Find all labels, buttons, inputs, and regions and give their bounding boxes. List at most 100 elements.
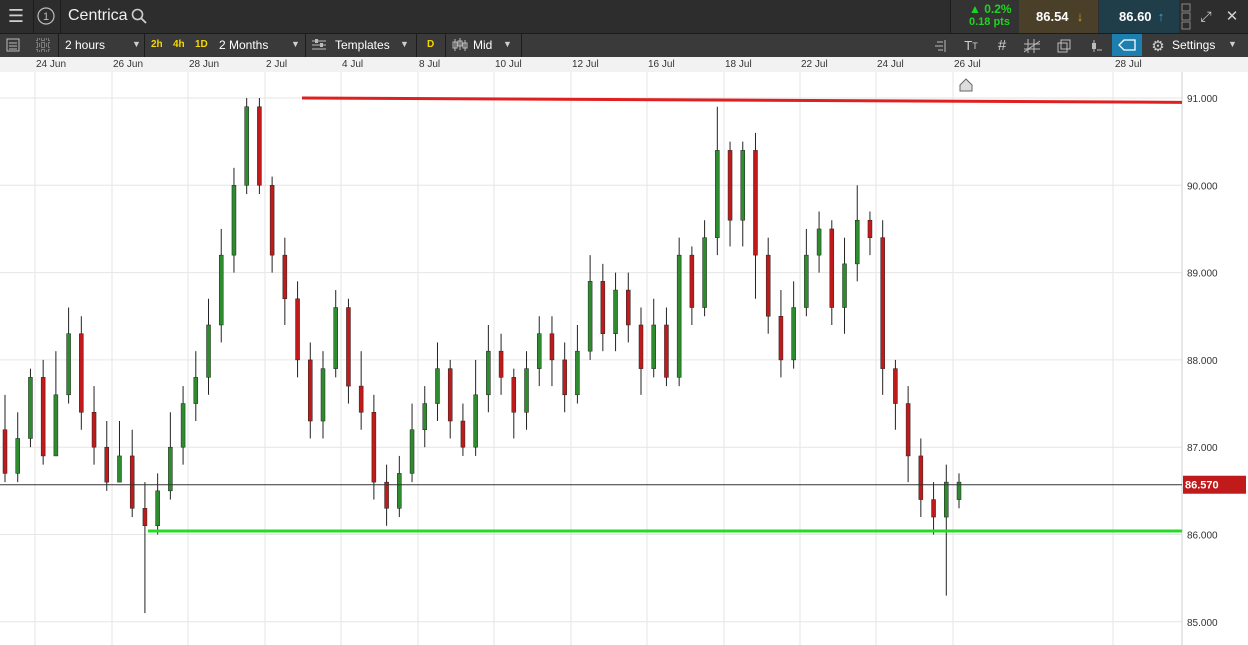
expand-icon[interactable]: ⤢ [1200,7,1212,24]
candle-body [765,254,771,317]
alert-icon[interactable] [1085,37,1107,54]
resistance-line [301,96,1183,104]
candle-body [498,350,504,378]
candle-body [206,324,211,378]
scroll-handle-icon[interactable] [1180,2,1192,31]
interval-select[interactable]: 2 hours [65,38,106,52]
candle-body [346,307,351,387]
candle-body [435,368,440,404]
candle-body [460,420,466,448]
close-icon[interactable]: ✕ [1225,8,1239,25]
candle-body [79,333,84,413]
sell-price-button[interactable]: 86.54 ↓ [1019,0,1098,33]
svg-text:1: 1 [43,11,49,23]
quick-1d-button[interactable]: 1D [195,39,208,50]
templates-button[interactable]: Templates [335,38,390,52]
quick-4h-button[interactable]: 4h [173,39,185,50]
candle-body [867,219,873,238]
candle-body [269,185,275,256]
candle-body [129,455,135,509]
candle-body [486,350,491,396]
chart-background [0,72,1248,645]
candle-body [842,263,847,308]
candle-body [142,508,148,527]
grid-icon[interactable]: # [997,37,1007,54]
price-chart[interactable]: 91.000 90.000 89.000 88.000 87.000 86.000 85.0… [0,72,1248,645]
candle-body [575,350,580,396]
date-tick: 28 Jun [189,59,220,70]
settings-dropdown-icon[interactable]: ▼ [1228,39,1237,49]
candle-body [854,219,860,265]
y-tick-label: 88.000 [1187,356,1218,367]
info-icon[interactable]: 1 [36,6,56,26]
price-change-box: ▲ 0.2% 0.18 pts [950,0,1019,33]
candle-body [397,473,402,509]
candle-body [778,316,784,361]
d-button[interactable]: D [427,39,435,50]
date-tick: 12 Jul [572,59,599,70]
candle-body [295,298,300,361]
layout-icon[interactable] [34,36,52,54]
list-icon[interactable] [4,36,22,54]
candle-body [218,254,224,326]
arrow-down-icon: ↓ [1076,8,1084,24]
range-select[interactable]: 2 Months [219,38,269,52]
candles-icon[interactable] [451,37,469,53]
change-percent: ▲ 0.2% [969,2,1012,16]
settings-button[interactable]: Settings [1172,38,1216,52]
indicators-icon[interactable] [930,37,950,54]
candle-body [880,237,885,369]
candle-body [587,281,593,352]
candle-body [358,385,364,413]
candle-body [893,368,898,404]
candle-body [231,185,237,256]
candle-body [613,289,618,334]
change-points: 0.18 pts [969,16,1010,28]
search-icon[interactable] [129,6,149,26]
candle-body [791,307,796,361]
candle-body [740,150,746,221]
candle-body [536,333,542,369]
candle-body [117,455,122,483]
candle-body [257,106,262,186]
date-tick: 16 Jul [648,59,675,70]
sell-price: 86.54 [1036,9,1069,24]
range-dropdown-icon[interactable]: ▼ [291,39,300,49]
date-axis: 24 Jun 26 Jun 28 Jun 2 Jul 4 Jul 8 Jul 1… [0,57,1248,73]
current-price-label: 86.570 [1185,480,1219,492]
gear-icon[interactable]: ⚙ [1151,37,1165,55]
templates-icon[interactable] [311,37,327,53]
candle-body [15,438,20,474]
date-tick: 18 Jul [725,59,752,70]
date-tick: 24 Jun [36,59,67,70]
candle-body [308,359,313,422]
candle-body [155,490,160,527]
drawing-tools-icon[interactable] [1021,37,1043,54]
date-tick: 24 Jul [877,59,904,70]
candle-body [282,254,288,300]
candle-body [320,368,326,422]
candle-body [702,237,707,308]
candle-body [829,228,835,308]
date-tick: 26 Jul [954,59,981,70]
date-tick: 22 Jul [801,59,828,70]
candle-body [931,499,936,518]
price-type-select[interactable]: Mid [473,38,493,52]
candle-body [956,481,962,500]
templates-dropdown-icon[interactable]: ▼ [400,39,409,49]
interval-dropdown-icon[interactable]: ▼ [132,39,141,49]
compare-icon[interactable] [1053,37,1075,54]
date-tick: 28 Jul [1115,59,1142,70]
candle-body [689,254,695,308]
shape-tool-icon[interactable] [1112,34,1142,56]
menu-icon[interactable]: ☰ [7,5,25,26]
quick-2h-button[interactable]: 2h [151,39,163,50]
instrument-title[interactable]: Centrica [68,7,128,24]
candle-body [2,429,8,474]
candle-body [626,289,631,326]
candle-body [371,412,377,483]
buy-price-button[interactable]: 86.60 ↑ [1099,0,1179,33]
price-type-dropdown-icon[interactable]: ▼ [503,39,512,49]
candle-body [727,150,733,221]
